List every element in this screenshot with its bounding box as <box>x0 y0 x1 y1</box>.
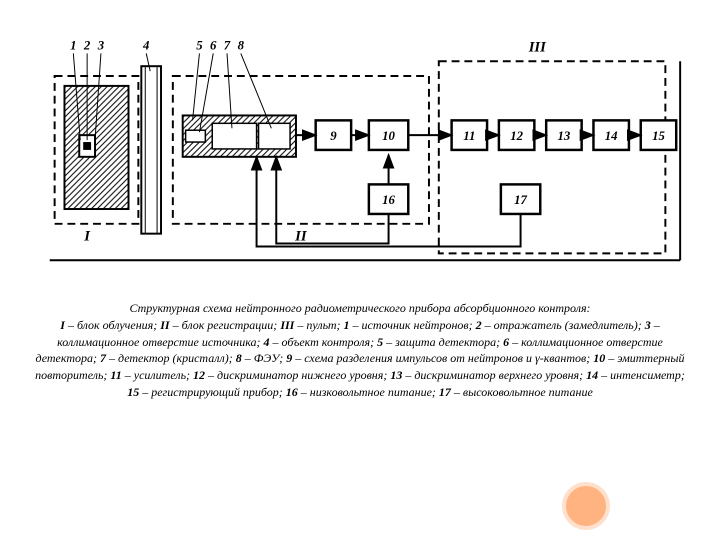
svg-text:II: II <box>294 229 308 245</box>
svg-text:13: 13 <box>558 129 571 143</box>
svg-text:11: 11 <box>463 129 475 143</box>
caption-title: Структурная схема нейтронного радиометри… <box>35 300 685 317</box>
figure-caption: Структурная схема нейтронного радиометри… <box>35 300 685 401</box>
svg-text:7: 7 <box>224 38 231 52</box>
svg-text:I: I <box>83 229 91 245</box>
svg-text:12: 12 <box>510 129 523 143</box>
schematic-diagram: 9101112131415161712345678IIIIII <box>30 20 690 270</box>
svg-text:14: 14 <box>605 129 618 143</box>
svg-text:16: 16 <box>382 193 395 207</box>
caption-body: I – блок облучения; II – блок регистраци… <box>35 317 685 401</box>
svg-text:5: 5 <box>196 38 203 52</box>
svg-text:III: III <box>528 39 547 55</box>
svg-text:1: 1 <box>70 38 76 52</box>
svg-text:15: 15 <box>652 129 665 143</box>
svg-text:17: 17 <box>514 193 527 207</box>
svg-text:8: 8 <box>238 38 245 52</box>
decorative-circle <box>562 482 610 530</box>
svg-text:9: 9 <box>330 129 337 143</box>
svg-text:2: 2 <box>83 38 91 52</box>
svg-text:4: 4 <box>142 38 150 52</box>
svg-text:10: 10 <box>382 129 395 143</box>
svg-text:6: 6 <box>210 38 217 52</box>
svg-text:3: 3 <box>97 38 105 52</box>
